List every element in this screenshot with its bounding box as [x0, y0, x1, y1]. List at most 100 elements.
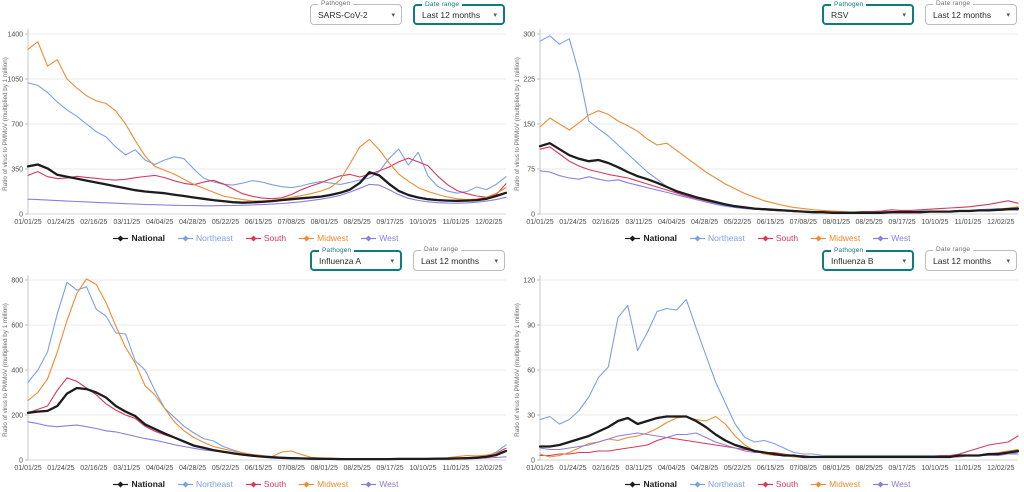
legend-item-national[interactable]: National — [113, 233, 165, 243]
legend-item-midwest[interactable]: Midwest — [811, 233, 860, 243]
legend-label: South — [263, 233, 287, 243]
x-tick-label: 05/22/25 — [724, 219, 751, 226]
legend-item-south[interactable]: South — [245, 479, 286, 489]
pathogen-select-value: Influenza A — [319, 255, 362, 266]
line-chart-sars-cov-2: 0 350 700 1050 1400 Ratio of virus to PMMoV (… — [2, 29, 508, 226]
y-tick-label: 0 — [19, 458, 23, 465]
line-chart-influenza-b: 0 30 60 90 120 Ratio of virus to PMMoV (multi… — [514, 275, 1020, 472]
legend-item-south[interactable]: South — [757, 479, 798, 489]
legend-label: National — [643, 479, 678, 489]
x-tick-label: 07/08/25 — [278, 219, 305, 226]
chevron-down-icon: ▾ — [902, 11, 906, 19]
series-line-midwest — [27, 41, 507, 202]
legend-label: Northeast — [196, 233, 233, 243]
series-line-south — [539, 146, 1019, 213]
series-line-midwest — [539, 110, 1019, 213]
legend-item-midwest[interactable]: Midwest — [299, 233, 348, 243]
pathogen-select[interactable]: Pathogen Influenza B ▾ — [822, 247, 914, 271]
legend-item-west[interactable]: West — [873, 233, 911, 243]
y-tick-label: 150 — [523, 122, 535, 129]
series-line-south — [539, 435, 1019, 458]
daterange-select[interactable]: Date range Last 12 months ▾ — [925, 0, 1017, 25]
daterange-select[interactable]: Date range Last 12 months ▾ — [413, 1, 505, 25]
legend-label: West — [379, 479, 399, 489]
legend-item-south[interactable]: South — [757, 233, 798, 243]
legend-item-northeast[interactable]: Northeast — [178, 233, 233, 243]
legend-label: National — [131, 479, 166, 489]
chevron-down-icon: ▾ — [390, 257, 394, 265]
legend-item-northeast[interactable]: Northeast — [690, 233, 745, 243]
x-tick-label: 03/11/25 — [113, 465, 140, 472]
pathogen-select[interactable]: Pathogen SARS-CoV-2 ▾ — [310, 0, 402, 25]
x-tick-label: 02/16/25 — [80, 465, 107, 472]
x-tick-label: 05/22/25 — [724, 465, 751, 472]
daterange-select-label: Date range — [421, 246, 462, 253]
chart-controls: Pathogen Influenza B ▾ Date range Last 1… — [822, 246, 1017, 271]
y-tick-label: 60 — [527, 368, 535, 375]
x-tick-label: 01/01/25 — [14, 465, 41, 472]
daterange-select-label: Date range — [933, 246, 974, 253]
x-tick-label: 07/08/25 — [790, 465, 817, 472]
legend-item-west[interactable]: West — [361, 479, 399, 489]
daterange-select[interactable]: Date range Last 12 months ▾ — [925, 246, 1017, 271]
daterange-select-label: Date range — [422, 1, 463, 8]
legend-diamond — [117, 235, 124, 241]
legend-label: Midwest — [829, 233, 861, 243]
legend-item-west[interactable]: West — [361, 233, 399, 243]
x-tick-label: 06/15/25 — [245, 219, 272, 226]
x-tick-label: 06/15/25 — [245, 465, 272, 472]
pathogen-select-value: RSV — [831, 9, 849, 20]
legend-diamond — [694, 235, 701, 241]
legend-diamond — [250, 235, 257, 241]
series-line-national — [538, 142, 1020, 214]
legend-diamond — [629, 235, 636, 241]
legend-item-west[interactable]: West — [873, 479, 911, 489]
series-line-northeast — [539, 298, 1019, 457]
series-line-northeast — [27, 281, 507, 460]
x-tick-label: 01/24/25 — [47, 219, 74, 226]
y-tick-label: 1400 — [7, 32, 23, 39]
series-line-midwest — [27, 278, 507, 460]
x-tick-label: 04/28/25 — [179, 219, 206, 226]
chart-panel-rsv: Pathogen RSV ▾ Date range Last 12 months… — [512, 0, 1024, 246]
series-line-west — [539, 170, 1019, 214]
legend-diamond — [182, 235, 189, 241]
chart-panel-influenza-b: Pathogen Influenza B ▾ Date range Last 1… — [512, 246, 1024, 492]
legend-item-national[interactable]: National — [625, 479, 677, 489]
legend-item-south[interactable]: South — [245, 233, 287, 243]
legend-marker-midwest-icon — [299, 235, 315, 241]
chart-legend: National Northeast South Midwest West — [512, 233, 1024, 243]
x-tick-label: 10/10/25 — [409, 465, 436, 472]
legend-item-national[interactable]: National — [113, 479, 165, 489]
legend-item-midwest[interactable]: Midwest — [811, 479, 860, 489]
pathogen-select[interactable]: Pathogen RSV ▾ — [822, 1, 914, 25]
x-tick-label: 12/02/25 — [987, 465, 1014, 472]
x-tick-label: 01/24/25 — [559, 219, 586, 226]
x-tick-label: 09/17/25 — [376, 219, 403, 226]
legend-item-northeast[interactable]: Northeast — [178, 479, 233, 489]
x-tick-label: 07/08/25 — [278, 465, 305, 472]
legend-marker-south-icon — [245, 235, 261, 241]
daterange-select-value: Last 12 months — [933, 9, 992, 20]
legend-marker-northeast-icon — [178, 235, 194, 241]
pathogen-select-label: Pathogen — [318, 0, 354, 7]
pathogen-select[interactable]: Pathogen Influenza A ▾ — [310, 247, 402, 271]
series-line-south — [27, 377, 507, 460]
legend-label: Northeast — [196, 479, 233, 489]
pathogen-select-value: SARS-CoV-2 — [318, 9, 368, 20]
legend-diamond — [629, 481, 636, 487]
y-tick-label: 0 — [531, 458, 535, 465]
legend-item-national[interactable]: National — [625, 233, 677, 243]
x-tick-label: 01/01/25 — [14, 219, 41, 226]
legend-label: Northeast — [708, 479, 745, 489]
x-tick-label: 08/01/25 — [311, 219, 338, 226]
legend-item-midwest[interactable]: Midwest — [299, 479, 348, 489]
x-tick-label: 08/25/25 — [856, 465, 883, 472]
series-line-national — [538, 415, 1020, 459]
x-tick-label: 04/28/25 — [691, 465, 718, 472]
legend-diamond — [815, 235, 822, 241]
legend-marker-west-icon — [873, 481, 889, 487]
legend-item-northeast[interactable]: Northeast — [690, 479, 745, 489]
daterange-select[interactable]: Date range Last 12 months ▾ — [413, 246, 505, 271]
legend-marker-west-icon — [873, 235, 889, 241]
